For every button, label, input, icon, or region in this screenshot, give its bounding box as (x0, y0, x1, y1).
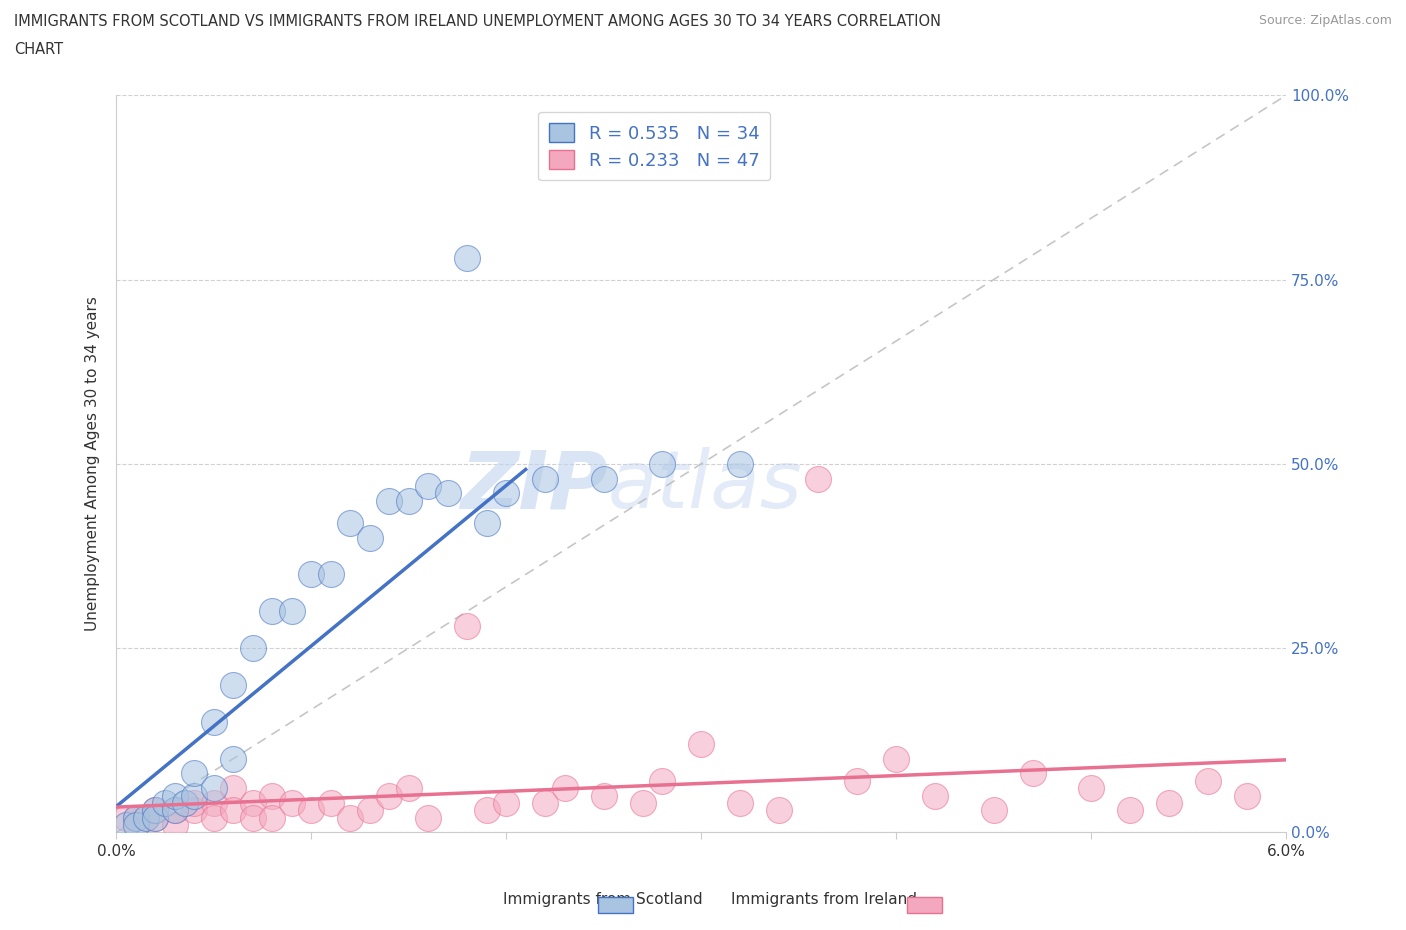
Text: ZIP: ZIP (460, 447, 607, 525)
Point (1021, 766, 1043, 781)
Point (983, 803, 1005, 817)
Point (690, 737, 713, 751)
Text: CHART: CHART (14, 42, 63, 57)
Point (125, 810, 148, 825)
Text: Immigrants from Ireland: Immigrants from Ireland (731, 892, 917, 907)
Point (651, 774, 673, 789)
Point (222, 678, 245, 693)
Point (418, 479, 440, 494)
Point (262, 604, 284, 618)
Point (134, 810, 156, 825)
Point (143, 803, 166, 817)
Point (475, 803, 498, 817)
Point (339, 515, 361, 530)
Point (163, 817, 186, 832)
Point (1197, 774, 1219, 789)
Point (153, 795, 176, 810)
Point (436, 486, 458, 501)
Point (398, 493, 420, 508)
Point (592, 788, 614, 803)
Point (299, 567, 322, 582)
Point (846, 774, 869, 789)
Point (143, 810, 166, 825)
Point (202, 780, 225, 795)
Legend: R = 0.535   N = 34, R = 0.233   N = 47: R = 0.535 N = 34, R = 0.233 N = 47 (538, 112, 770, 180)
Point (125, 817, 148, 832)
Point (173, 795, 195, 810)
Point (378, 493, 401, 508)
Point (728, 795, 751, 810)
Point (183, 795, 205, 810)
Point (163, 803, 186, 817)
Point (378, 788, 401, 803)
Point (183, 766, 205, 781)
Point (768, 803, 790, 817)
Point (242, 641, 264, 656)
Text: Source: ZipAtlas.com: Source: ZipAtlas.com (1258, 14, 1392, 27)
Point (418, 810, 440, 825)
Point (262, 810, 284, 825)
Point (631, 795, 654, 810)
Point (1157, 795, 1180, 810)
Point (262, 788, 284, 803)
Point (222, 803, 245, 817)
Point (183, 788, 205, 803)
Point (359, 803, 381, 817)
Point (319, 567, 342, 582)
Point (163, 803, 186, 817)
Point (115, 817, 138, 832)
Point (495, 486, 517, 501)
Point (807, 472, 830, 486)
Point (495, 795, 517, 810)
Point (202, 795, 225, 810)
Point (280, 604, 302, 618)
Point (651, 457, 673, 472)
Point (242, 795, 264, 810)
Point (456, 250, 478, 265)
Point (1080, 780, 1102, 795)
Point (1119, 803, 1142, 817)
Point (475, 515, 498, 530)
Point (202, 714, 225, 729)
Point (924, 788, 946, 803)
Point (299, 803, 322, 817)
Point (202, 810, 225, 825)
Text: IMMIGRANTS FROM SCOTLAND VS IMMIGRANTS FROM IRELAND UNEMPLOYMENT AMONG AGES 30 T: IMMIGRANTS FROM SCOTLAND VS IMMIGRANTS F… (14, 14, 941, 29)
Point (319, 795, 342, 810)
Point (728, 457, 751, 472)
Point (143, 810, 166, 825)
Point (222, 780, 245, 795)
Y-axis label: Unemployment Among Ages 30 to 34 years: Unemployment Among Ages 30 to 34 years (86, 297, 100, 631)
Point (115, 810, 138, 825)
Point (222, 751, 245, 766)
Point (884, 751, 907, 766)
Point (534, 472, 557, 486)
Point (163, 788, 186, 803)
Point (339, 810, 361, 825)
Point (359, 530, 381, 545)
Point (592, 472, 614, 486)
Point (456, 618, 478, 633)
Point (134, 810, 156, 825)
Text: atlas: atlas (607, 447, 803, 525)
Point (398, 780, 420, 795)
Point (183, 803, 205, 817)
Point (242, 810, 264, 825)
Point (125, 810, 148, 825)
Point (143, 803, 166, 817)
Point (280, 795, 302, 810)
Point (534, 795, 557, 810)
Point (554, 780, 576, 795)
Point (1236, 788, 1258, 803)
Text: Immigrants from Scotland: Immigrants from Scotland (503, 892, 703, 907)
